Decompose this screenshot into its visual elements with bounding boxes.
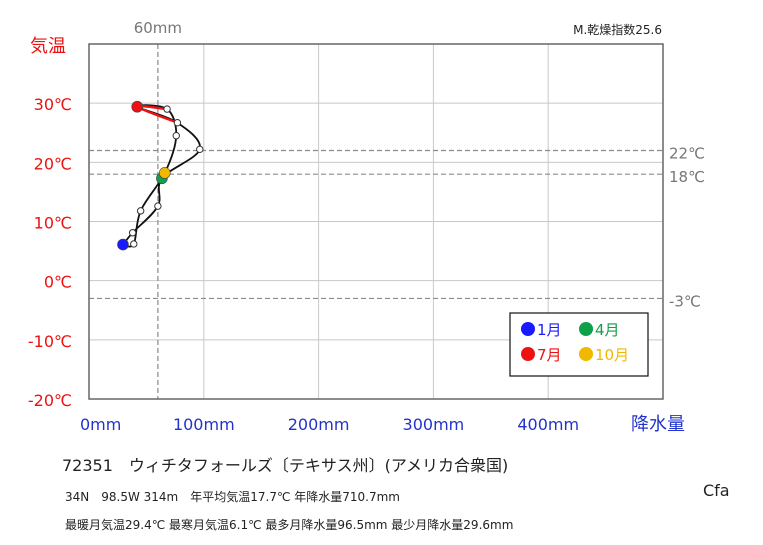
x-tick-label: 300mm [403,415,465,434]
station-summary-line2: 最暖月気温29.4℃ 最寒月気温6.1℃ 最多月降水量96.5mm 最少月降水量… [65,518,514,532]
y-tick-label: -10℃ [28,332,72,351]
data-point-11 [136,207,145,215]
legend-label-1: 1月 [537,321,562,339]
legend-marker-1 [521,322,535,336]
y-tick-label: -20℃ [28,391,72,410]
plot-frame [88,43,664,400]
station-title: 72351 ウィチタフォールズ〔テキサス州〕(アメリカ合衆国) [62,456,509,475]
reference-label: 22℃ [669,145,705,163]
legend-marker-10 [579,347,593,361]
reference-label: -3℃ [669,292,701,310]
data-point-2 [128,229,137,237]
data-point-5 [196,145,204,154]
x-tick-label: 0mm [80,415,121,434]
reference-label: 60mm [134,19,182,37]
series-layer [117,100,204,251]
reference-label: 18℃ [669,168,705,186]
data-point-12 [130,240,138,248]
data-point-6 [173,118,182,127]
legend-marker-4 [579,322,593,336]
data-point-9 [172,132,180,140]
station-summary-line1: 34N 98.5W 314m 年平均気温17.7℃ 年降水量710.7mm [65,490,400,504]
legend-marker-7 [521,347,535,361]
aridity-index: M.乾燥指数25.6 [573,22,662,37]
climate-class: Cfa [703,481,730,500]
data-point-8 [163,105,171,113]
y-tick-label: 30℃ [34,95,72,114]
data-point-10 [158,167,171,179]
x-tick-labels: 0mm 100mm 200mm 300mm 400mm [80,415,579,434]
y-tick-label: 0℃ [44,273,72,292]
legend-label-7: 7月 [537,346,562,364]
y-tick-label: 10℃ [34,214,72,233]
legend-label-4: 4月 [595,321,620,339]
x-tick-label: 100mm [173,415,235,434]
data-point-7 [131,100,144,113]
y-axis-label: 気温 [30,36,66,57]
x-axis-label: 降水量 [631,414,685,435]
reference-lines: 22℃ 18℃ -3℃ 60mm [89,19,705,399]
legend: 1月 4月 7月 10月 [509,312,649,377]
y-tick-labels: 30℃ 20℃ 10℃ 0℃ -10℃ -20℃ [28,95,72,410]
legend-box [509,312,649,377]
y-tick-label: 20℃ [34,154,72,173]
x-tick-label: 200mm [288,415,350,434]
legend-label-10: 10月 [595,346,629,364]
data-point-3 [154,202,162,210]
data-point-1 [117,238,129,251]
x-tick-label: 400mm [517,415,579,434]
